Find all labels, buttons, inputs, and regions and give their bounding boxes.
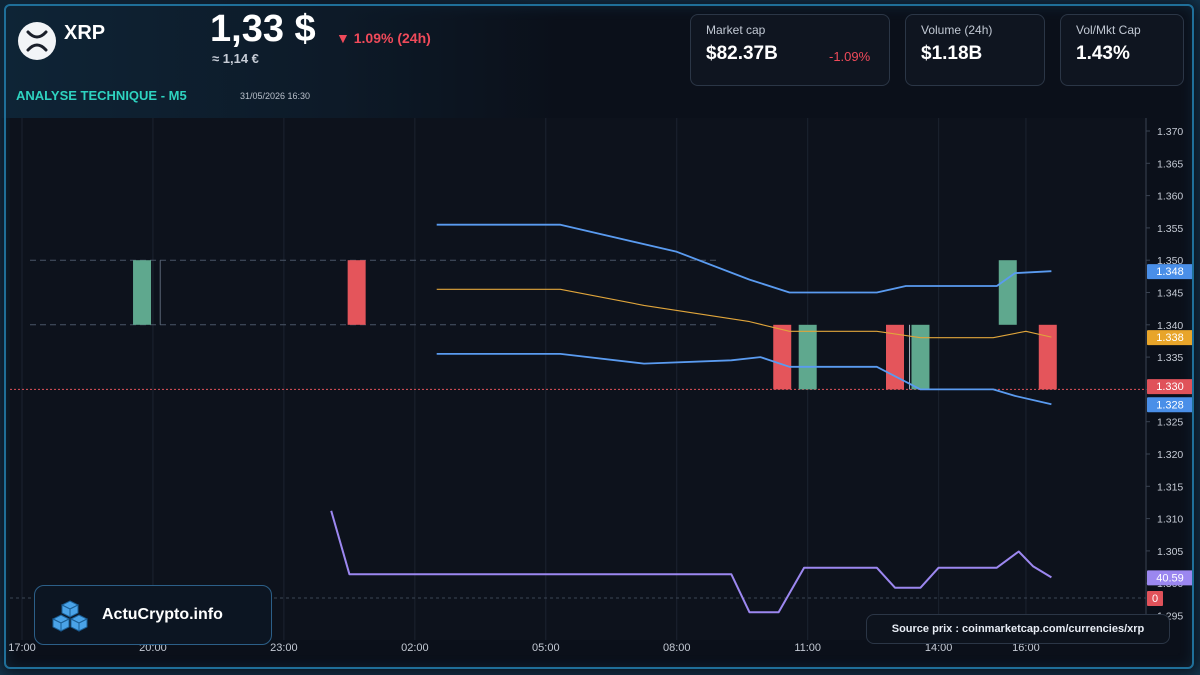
price-tag-label: 40.59 — [1156, 572, 1184, 584]
y-tick-label: 1.305 — [1157, 546, 1183, 558]
y-tick-label: 1.360 — [1157, 191, 1183, 203]
moving-average-line — [436, 288, 1052, 339]
vol-mkt-cap-label: Vol/Mkt Cap — [1076, 23, 1141, 37]
vol-mkt-cap-card: Vol/Mkt Cap 1.43% — [1060, 14, 1184, 86]
candlesticks — [133, 260, 1057, 390]
chart-grid — [10, 118, 1146, 640]
header-background — [0, 0, 560, 118]
candle-down — [347, 260, 366, 325]
price-tag-box — [1147, 330, 1193, 346]
candle-down — [773, 324, 792, 390]
market-cap-value: $82.37B — [706, 43, 778, 64]
market-cap-label: Market cap — [706, 23, 766, 37]
x-tick-label: 02:00 — [401, 642, 429, 654]
candle-down — [1038, 324, 1057, 390]
y-tick-label: 1.320 — [1157, 449, 1183, 461]
cube-logo-icon — [52, 600, 88, 632]
x-tick-label: 11:00 — [794, 642, 821, 654]
x-tick-label: 16:00 — [1012, 642, 1040, 654]
ticker-symbol: XRP — [64, 22, 106, 44]
price-tag-label: 1.348 — [1156, 266, 1184, 278]
y-tick-label: 1.340 — [1157, 320, 1183, 332]
x-tick-label: 20:00 — [139, 642, 167, 654]
candle-up — [798, 324, 817, 390]
plot-area — [10, 118, 1146, 640]
y-tick-label: 1.355 — [1157, 223, 1183, 235]
y-axis: 1.3701.3651.3601.3551.3501.3451.3401.335… — [1145, 118, 1183, 640]
source-text: Source prix : coinmarketcap.com/currenci… — [891, 623, 1145, 635]
market-cap-change: -1.09% — [829, 49, 871, 64]
price-tag-box — [1147, 591, 1163, 607]
market-cap-card: Market cap $82.37B -1.09% — [690, 14, 890, 86]
volume-value: $1.18B — [921, 43, 983, 64]
price-tag-box — [1147, 264, 1193, 280]
bollinger-upper-line — [436, 223, 1052, 294]
bollinger-lower-line — [436, 352, 1052, 406]
indicator-lines — [330, 223, 1052, 614]
price-tag-box — [1147, 570, 1193, 586]
price-tag-label: 1.328 — [1156, 399, 1184, 411]
price-tag-label: 1.338 — [1156, 332, 1184, 344]
xrp-logo-icon — [18, 22, 56, 60]
y-tick-label: 1.365 — [1157, 158, 1183, 170]
timestamp: 31/05/2026 16:30 — [240, 91, 311, 101]
y-tick-label: 1.310 — [1157, 514, 1183, 526]
x-axis: 17:00 20:00 23:00 02:00 05:00 08:00 11:00 14:00… — [8, 642, 1039, 654]
y-tick-label: 1.325 — [1157, 417, 1183, 429]
y-tick-label: 1.345 — [1157, 288, 1183, 300]
y-tick-label: 1.315 — [1157, 481, 1183, 493]
brand-badge: ActuCrypto.info — [34, 585, 272, 645]
x-tick-label: 23:00 — [270, 642, 298, 654]
x-tick-label: 05:00 — [532, 642, 560, 654]
price-tag-label: 1.330 — [1156, 381, 1184, 393]
current-price: 1,33 $ — [210, 8, 316, 50]
price-tag-box — [1147, 379, 1193, 395]
price-change-24h: ▼ 1.09% (24h) — [336, 30, 431, 46]
x-tick-label: 08:00 — [663, 642, 691, 654]
x-tick-label: 14:00 — [925, 642, 953, 654]
rsi-line — [330, 510, 1052, 614]
price-tag-box — [1147, 397, 1193, 413]
brand-name: ActuCrypto.info — [102, 606, 223, 623]
price-eur: ≈ 1,14 € — [212, 51, 259, 66]
price-tag-label: 0 — [1152, 593, 1158, 605]
source-badge: Source prix : coinmarketcap.com/currenci… — [866, 614, 1170, 644]
y-tick-label: 1.370 — [1157, 126, 1183, 138]
candle-up — [133, 260, 152, 325]
section-title: ANALYSE TECHNIQUE - M5 — [16, 88, 187, 103]
price-tags: 1.348 1.338 1.330 1.328 40.59 0 — [1147, 264, 1193, 607]
volume-card: Volume (24h) $1.18B — [905, 14, 1045, 86]
y-tick-label: 1.335 — [1157, 352, 1183, 364]
x-tick-label: 17:00 — [8, 642, 36, 654]
vol-mkt-cap-value: 1.43% — [1076, 43, 1130, 64]
candle-up — [911, 324, 930, 390]
volume-label: Volume (24h) — [921, 23, 993, 37]
candle-up — [998, 260, 1017, 325]
